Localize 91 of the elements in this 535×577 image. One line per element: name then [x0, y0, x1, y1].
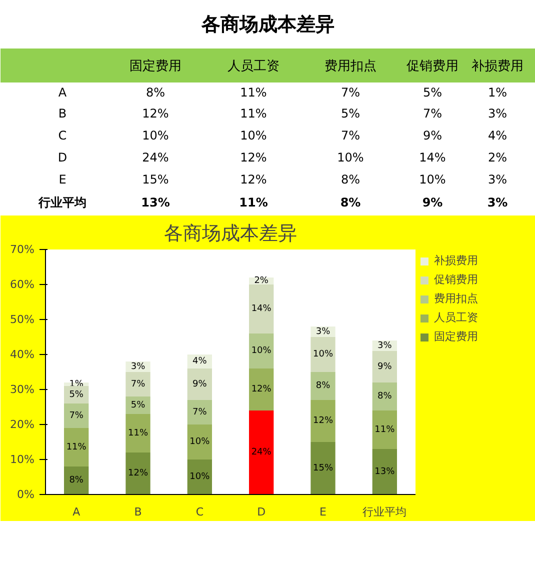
- text: 3%: [488, 106, 508, 120]
- x-tick-label: A: [72, 506, 81, 518]
- text: 12%: [240, 150, 267, 164]
- data-label: 3%: [378, 340, 392, 351]
- legend-label: 促销费用: [434, 272, 478, 287]
- y-tick-label: 10%: [10, 453, 35, 466]
- data-label: 11%: [128, 428, 148, 438]
- text: 7%: [340, 86, 360, 100]
- data-label: 14%: [251, 304, 272, 314]
- y-tick-label: 70%: [10, 243, 35, 256]
- data-label: 9%: [378, 362, 392, 372]
- data-label: 11%: [66, 442, 87, 452]
- data-label: 12%: [313, 416, 334, 426]
- text: 10%: [142, 128, 169, 142]
- text: 3%: [487, 196, 508, 210]
- x-tick-label: B: [134, 506, 142, 518]
- text: 12%: [142, 106, 169, 120]
- data-label: 7%: [69, 410, 84, 421]
- legend-label: 人员工资: [434, 310, 478, 325]
- chart-subtitle: 各商场成本差异: [164, 222, 297, 244]
- data-label: 11%: [374, 424, 396, 435]
- data-label: 5%: [69, 390, 84, 400]
- text: 13%: [141, 196, 170, 210]
- text: 14%: [419, 150, 446, 164]
- data-label: 10%: [190, 472, 210, 482]
- text: 固定费用: [130, 59, 182, 74]
- text: 5%: [340, 106, 360, 120]
- y-tick-label: 40%: [10, 348, 35, 361]
- text: 4%: [488, 128, 508, 142]
- x-tick-label: E: [320, 506, 327, 518]
- data-label: 15%: [313, 463, 334, 474]
- text: 15%: [142, 172, 169, 186]
- data-label: 12%: [128, 468, 148, 478]
- category-label: 行业平均: [38, 196, 86, 210]
- data-label: 10%: [251, 346, 272, 356]
- text: 8%: [340, 172, 360, 186]
- data-label: 7%: [192, 407, 208, 418]
- category-label: A: [58, 86, 67, 100]
- data-label: 5%: [130, 400, 146, 410]
- data-label: 3%: [316, 326, 331, 337]
- category-label: D: [58, 150, 68, 164]
- text: 10%: [419, 172, 446, 186]
- legend-label: 费用扣点: [434, 291, 478, 306]
- text: 7%: [340, 128, 360, 142]
- text: 费用扣点: [324, 59, 376, 74]
- category-label: B: [58, 106, 67, 120]
- legend-label: 固定费用: [434, 329, 478, 344]
- y-tick-label: 30%: [10, 383, 35, 396]
- text: 12%: [240, 172, 267, 186]
- text: 11%: [240, 86, 267, 100]
- text: 2%: [488, 150, 508, 164]
- data-label: 2%: [254, 276, 269, 286]
- text: 人员工资: [228, 59, 280, 74]
- category-label: E: [58, 172, 66, 186]
- text: 8%: [146, 86, 166, 100]
- text: 8%: [340, 196, 361, 210]
- text: 11%: [240, 106, 267, 120]
- category-label: C: [58, 128, 67, 142]
- data-label: 3%: [130, 362, 146, 372]
- y-tick-label: 60%: [10, 278, 35, 291]
- data-label: 8%: [316, 381, 331, 391]
- text: 24%: [142, 150, 169, 164]
- text: 1%: [488, 86, 508, 100]
- text: 7%: [422, 106, 442, 120]
- x-tick-label: C: [196, 506, 204, 518]
- data-label: 24%: [251, 448, 272, 458]
- text: 11%: [239, 196, 268, 210]
- data-label: 4%: [192, 356, 208, 366]
- data-label: 7%: [130, 379, 146, 390]
- text: 补损费用: [472, 59, 524, 74]
- data-label: 8%: [378, 392, 392, 402]
- text: 促销费用: [406, 59, 458, 74]
- text: 9%: [422, 196, 443, 210]
- data-label: 13%: [374, 466, 396, 477]
- y-tick-label: 20%: [10, 418, 35, 431]
- data-label: 10%: [190, 437, 210, 447]
- x-tick-label: 行业平均: [362, 506, 407, 518]
- legend-label: 补损费用: [434, 253, 478, 268]
- text: 10%: [337, 150, 364, 164]
- data-label: 10%: [313, 350, 334, 360]
- y-tick-label: 50%: [10, 313, 35, 326]
- text: 10%: [240, 128, 267, 142]
- text: 3%: [488, 172, 508, 186]
- x-tick-label: D: [257, 506, 266, 518]
- chart-title: 各商场成本差异: [200, 14, 334, 36]
- text: 9%: [422, 128, 442, 142]
- y-tick-label: 0%: [17, 488, 34, 501]
- data-label: 12%: [251, 384, 272, 394]
- data-label: 8%: [69, 476, 84, 486]
- data-label: 9%: [192, 379, 208, 390]
- text: 5%: [422, 86, 442, 100]
